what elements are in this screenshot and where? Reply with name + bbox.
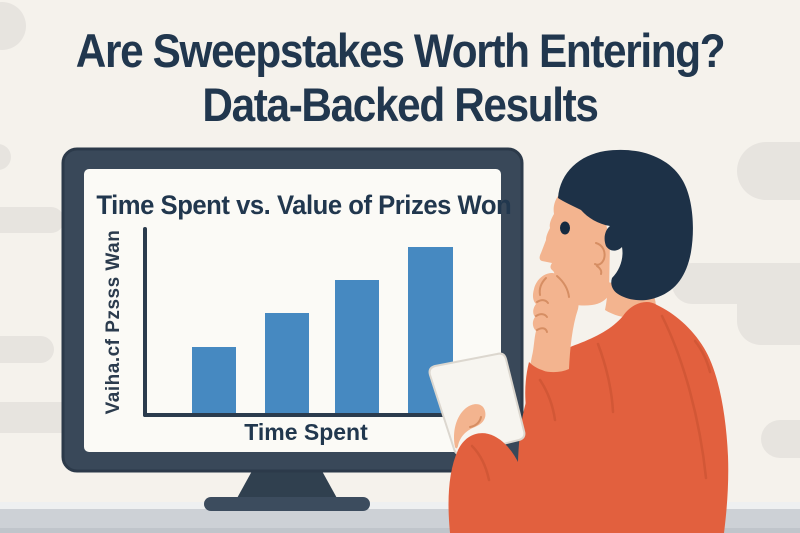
monitor-stand-base bbox=[204, 497, 370, 511]
sleeve-crease bbox=[538, 378, 557, 422]
person-sleeve-chin-arm bbox=[516, 362, 590, 533]
ear-lobe-line bbox=[596, 265, 603, 275]
index-finger-line bbox=[538, 277, 547, 296]
finger-crease bbox=[536, 299, 549, 304]
background-blob bbox=[0, 2, 26, 50]
page-title-line2: Data-Backed Results bbox=[202, 78, 599, 131]
sleeve-crease bbox=[470, 444, 491, 482]
person-sleeve-tablet-arm bbox=[448, 433, 534, 533]
shirt-back-crease bbox=[660, 314, 708, 480]
person-eye bbox=[560, 221, 570, 235]
chart-bar-1 bbox=[192, 347, 236, 413]
background-blob bbox=[0, 336, 54, 363]
monitor-screen bbox=[84, 169, 501, 452]
person-hand-on-chin bbox=[530, 273, 579, 373]
background-blob bbox=[737, 263, 800, 345]
desk-front-edge bbox=[0, 528, 800, 533]
background-blob bbox=[737, 142, 800, 200]
background-blob bbox=[0, 207, 64, 233]
finger-crease bbox=[536, 327, 548, 333]
chart-title: Time Spent vs. Value of Prizes Won bbox=[96, 190, 512, 220]
page-title-line1: Are Sweepstakes Worth Entering? bbox=[75, 24, 726, 77]
chart-x-axis-line bbox=[143, 413, 465, 417]
desk-highlight bbox=[0, 502, 800, 509]
hand-jaw-line bbox=[556, 275, 570, 298]
background-blob bbox=[0, 144, 11, 170]
finger-crease bbox=[535, 313, 548, 318]
person-hair bbox=[558, 149, 693, 301]
ear-inner-line bbox=[594, 242, 606, 266]
chart-bar-3 bbox=[335, 280, 379, 413]
chart-bar-2 bbox=[265, 313, 309, 413]
background-blob bbox=[761, 420, 800, 458]
chart-y-axis-line bbox=[143, 227, 147, 417]
shirt-collar-crease bbox=[596, 342, 615, 414]
page-title: Are Sweepstakes Worth Entering? Data-Bac… bbox=[40, 24, 760, 132]
monitor-stand-neck bbox=[236, 471, 338, 500]
shirt-shoulder-crease bbox=[693, 339, 712, 374]
thumb-crease bbox=[469, 416, 482, 428]
chart-x-axis-label: Time Spent bbox=[244, 419, 368, 445]
